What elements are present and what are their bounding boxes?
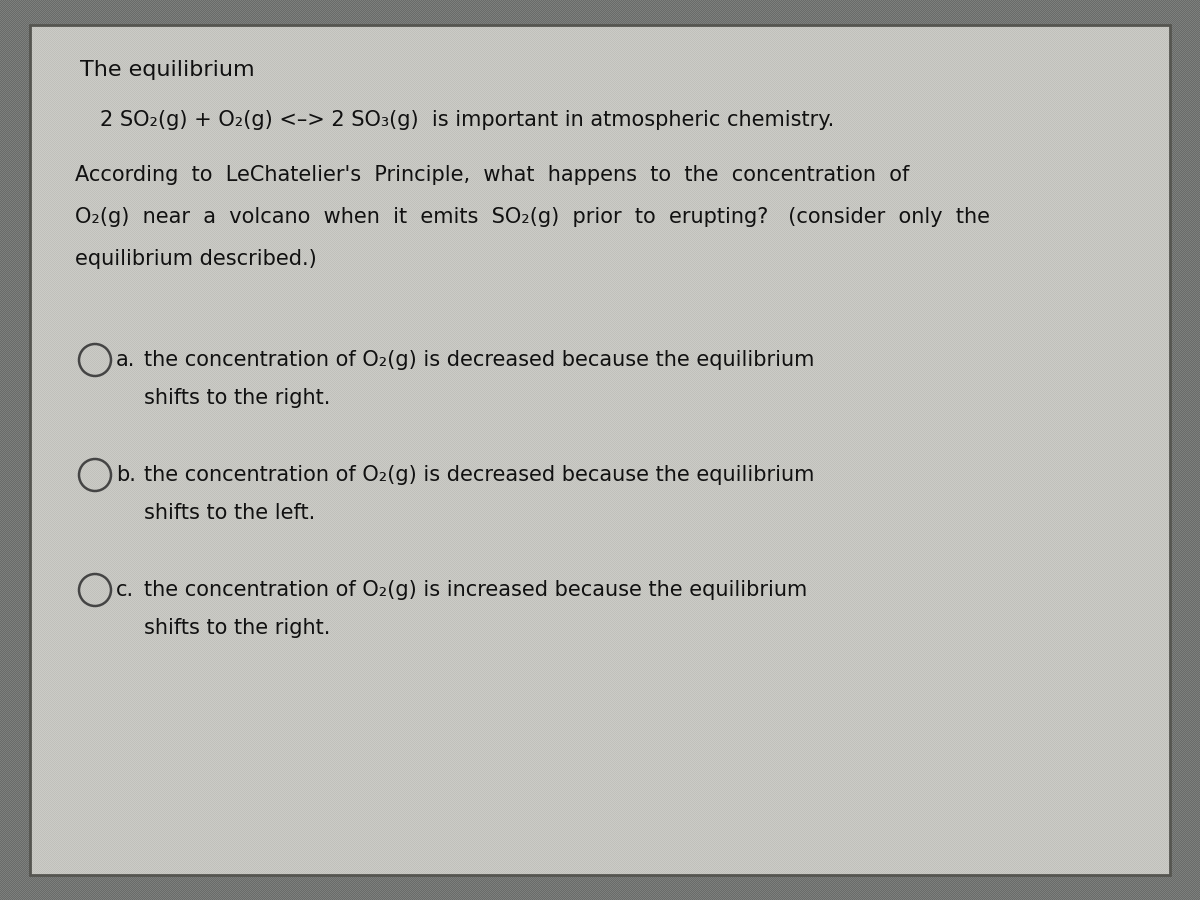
Text: the concentration of O₂(g) is increased because the equilibrium: the concentration of O₂(g) is increased … (144, 580, 808, 600)
Text: shifts to the right.: shifts to the right. (144, 388, 330, 408)
Text: b.: b. (116, 465, 136, 485)
Text: The equilibrium: The equilibrium (80, 60, 254, 80)
Text: c.: c. (116, 580, 134, 600)
Text: shifts to the left.: shifts to the left. (144, 503, 316, 523)
Text: the concentration of O₂(g) is decreased because the equilibrium: the concentration of O₂(g) is decreased … (144, 350, 815, 370)
Text: 2 SO₂(g) + O₂(g) <–> 2 SO₃(g)  is important in atmospheric chemistry.: 2 SO₂(g) + O₂(g) <–> 2 SO₃(g) is importa… (100, 110, 834, 130)
Text: equilibrium described.): equilibrium described.) (74, 249, 317, 269)
Text: a.: a. (116, 350, 136, 370)
Text: the concentration of O₂(g) is decreased because the equilibrium: the concentration of O₂(g) is decreased … (144, 465, 815, 485)
Text: shifts to the right.: shifts to the right. (144, 618, 330, 638)
Text: O₂(g)  near  a  volcano  when  it  emits  SO₂(g)  prior  to  erupting?   (consid: O₂(g) near a volcano when it emits SO₂(g… (74, 207, 990, 227)
Text: According  to  LeChatelier's  Principle,  what  happens  to  the  concentration : According to LeChatelier's Principle, wh… (74, 165, 910, 185)
